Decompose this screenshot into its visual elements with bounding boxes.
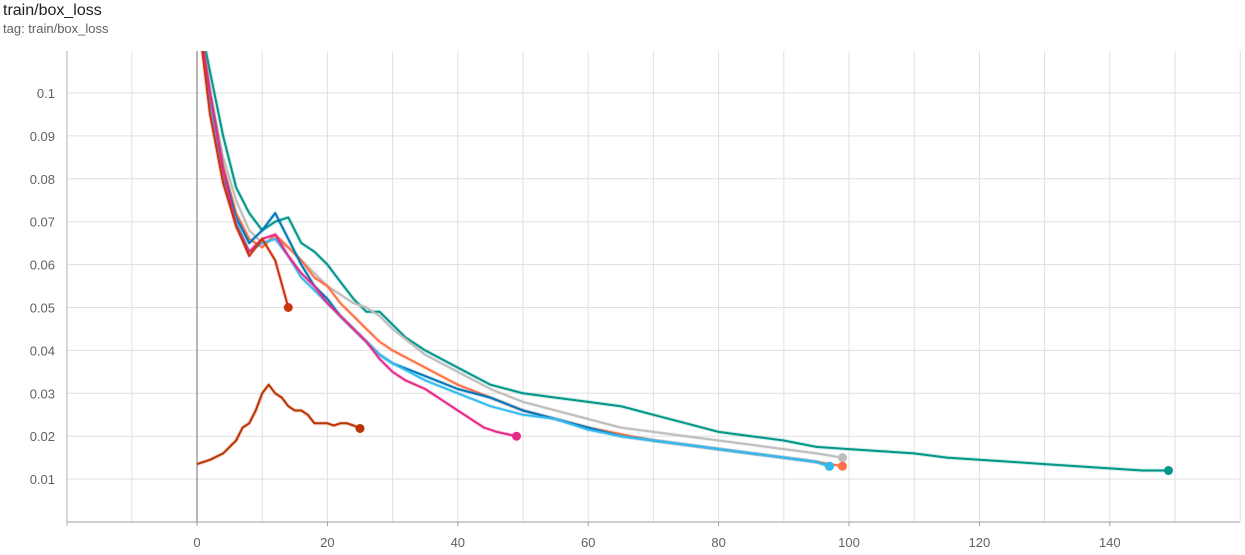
series-line [196,383,361,466]
series-line-shadow [201,51,843,469]
grid [66,51,1241,522]
x-tick-label: 40 [451,535,465,550]
series-line [202,51,830,468]
x-tick-label: 120 [969,535,991,550]
series-line [204,51,1169,472]
chart-tag: tag: train/box_loss [3,21,109,36]
x-tick-label: 80 [711,535,725,550]
y-tick-label: 0.04 [30,343,55,358]
series-group [196,51,1173,476]
x-tick-label: 0 [193,535,200,550]
series-end-marker [824,461,834,471]
series-line-shadow [200,51,291,309]
chart-title: train/box_loss [3,2,102,19]
series-end-marker [837,453,847,463]
y-tick-label: 0.03 [30,386,55,401]
y-tick-label: 0.1 [37,86,55,101]
y-tick-label: 0.09 [30,129,55,144]
series-line-shadow [203,51,1169,473]
y-tick-label: 0.07 [30,215,55,230]
series-line [202,51,843,468]
y-tick-label: 0.06 [30,258,55,273]
x-tick-label: 140 [1099,535,1121,550]
series-line [201,51,290,308]
y-tick-label: 0.01 [30,472,55,487]
series-line [202,51,517,438]
x-tick-label: 20 [320,535,334,550]
axes: 0 20 40 60 80 100 120 140 0.01 0.02 0.03 0.04 0.05 0.… [30,51,1240,550]
y-tick-label: 0.08 [30,172,55,187]
series-end-marker [355,423,365,433]
y-tick-label: 0.05 [30,301,55,316]
series-end-marker [1163,466,1173,476]
x-tick-label: 100 [838,535,860,550]
series-end-marker [283,303,293,312]
y-tick-label: 0.02 [30,429,55,444]
series-end-marker [511,431,521,441]
series-end-marker [837,461,847,471]
x-tick-label: 60 [581,535,595,550]
